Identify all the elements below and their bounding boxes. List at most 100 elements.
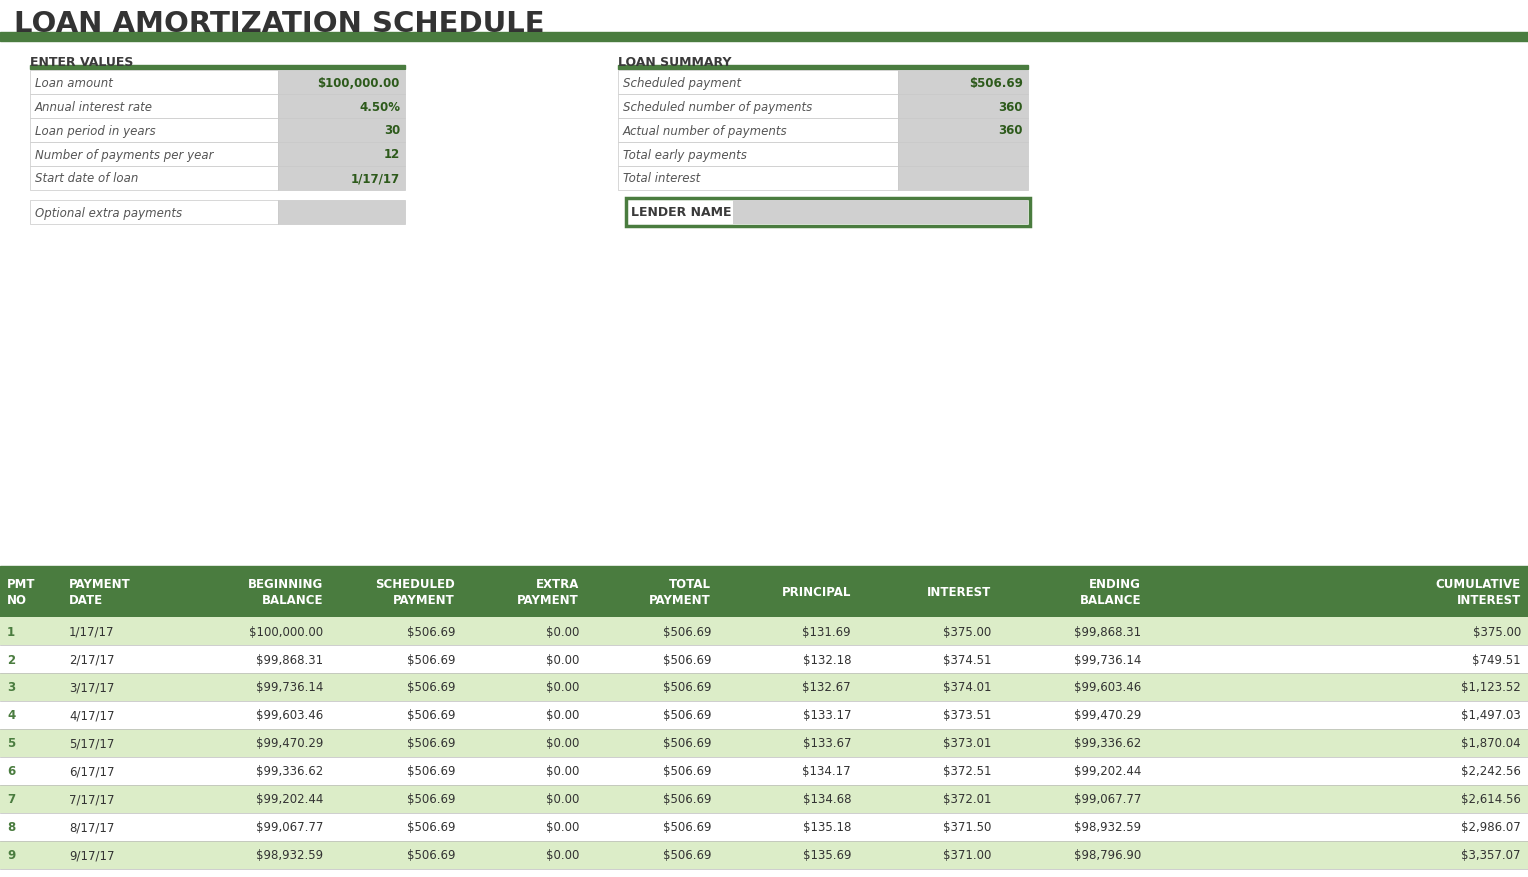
Text: $373.51: $373.51 xyxy=(943,709,992,722)
Text: 8/17/17: 8/17/17 xyxy=(69,821,115,833)
Text: $373.01: $373.01 xyxy=(943,737,992,750)
Text: $372.01: $372.01 xyxy=(943,793,992,806)
Text: 5: 5 xyxy=(8,737,15,750)
Text: $506.69: $506.69 xyxy=(406,765,455,778)
Text: $99,470.29: $99,470.29 xyxy=(255,737,322,750)
Bar xyxy=(31,119,278,143)
Bar xyxy=(898,95,1028,119)
Text: PAYMENT: PAYMENT xyxy=(649,594,711,607)
Text: 1: 1 xyxy=(8,624,15,638)
Text: 2: 2 xyxy=(8,652,15,666)
Text: $1,123.52: $1,123.52 xyxy=(1461,681,1520,694)
Text: PAYMENT: PAYMENT xyxy=(69,578,131,591)
Text: 12: 12 xyxy=(384,148,400,161)
Text: ENTER VALUES: ENTER VALUES xyxy=(31,56,133,69)
Text: 7: 7 xyxy=(8,793,15,806)
Text: 8: 8 xyxy=(8,821,15,833)
Text: $372.51: $372.51 xyxy=(943,765,992,778)
Bar xyxy=(617,143,898,167)
Text: INTEREST: INTEREST xyxy=(1456,594,1520,607)
Bar xyxy=(0,567,1528,617)
Text: 7/17/17: 7/17/17 xyxy=(69,793,115,806)
Text: LOAN SUMMARY: LOAN SUMMARY xyxy=(617,56,732,69)
Text: $506.69: $506.69 xyxy=(406,709,455,722)
Text: $506.69: $506.69 xyxy=(663,737,711,750)
Text: $2,614.56: $2,614.56 xyxy=(1461,793,1520,806)
Text: $506.69: $506.69 xyxy=(406,821,455,833)
Text: $98,932.59: $98,932.59 xyxy=(1074,821,1141,833)
Bar xyxy=(278,95,405,119)
Text: TOTAL: TOTAL xyxy=(669,578,711,591)
Text: BEGINNING: BEGINNING xyxy=(248,578,322,591)
Text: LENDER NAME: LENDER NAME xyxy=(631,206,732,219)
Text: $99,336.62: $99,336.62 xyxy=(255,765,322,778)
Bar xyxy=(898,167,1028,191)
Text: $506.69: $506.69 xyxy=(663,681,711,694)
Bar xyxy=(0,674,1528,702)
Text: Optional extra payments: Optional extra payments xyxy=(35,206,182,219)
Text: $1,497.03: $1,497.03 xyxy=(1461,709,1520,722)
Bar xyxy=(31,95,278,119)
Bar xyxy=(0,813,1528,841)
Text: 9/17/17: 9/17/17 xyxy=(69,849,115,861)
Text: 4.50%: 4.50% xyxy=(359,100,400,113)
Bar xyxy=(898,71,1028,95)
Text: $0.00: $0.00 xyxy=(545,765,579,778)
Text: $0.00: $0.00 xyxy=(545,709,579,722)
Text: $100,000.00: $100,000.00 xyxy=(318,76,400,89)
Text: $99,736.14: $99,736.14 xyxy=(1074,652,1141,666)
Text: $375.00: $375.00 xyxy=(1473,624,1520,638)
Bar xyxy=(617,167,898,191)
Text: 9: 9 xyxy=(8,849,15,861)
Text: Loan period in years: Loan period in years xyxy=(35,125,156,138)
Text: $132.67: $132.67 xyxy=(802,681,851,694)
Bar xyxy=(617,119,898,143)
Text: 6/17/17: 6/17/17 xyxy=(69,765,115,778)
Bar xyxy=(278,71,405,95)
Bar xyxy=(31,201,278,225)
Text: DATE: DATE xyxy=(69,594,102,607)
Text: Loan amount: Loan amount xyxy=(35,76,113,89)
Bar xyxy=(31,66,405,70)
Text: Actual number of payments: Actual number of payments xyxy=(623,125,787,138)
Text: 5/17/17: 5/17/17 xyxy=(69,737,115,750)
Text: $506.69: $506.69 xyxy=(406,652,455,666)
Text: Total early payments: Total early payments xyxy=(623,148,747,161)
Text: Start date of loan: Start date of loan xyxy=(35,172,139,185)
Bar xyxy=(31,71,278,95)
Bar xyxy=(0,869,1528,877)
Text: Number of payments per year: Number of payments per year xyxy=(35,148,214,161)
Text: $134.68: $134.68 xyxy=(802,793,851,806)
Text: Total interest: Total interest xyxy=(623,172,700,185)
Text: $135.18: $135.18 xyxy=(802,821,851,833)
Text: $98,796.90: $98,796.90 xyxy=(1074,849,1141,861)
Text: $0.00: $0.00 xyxy=(545,821,579,833)
Text: $99,868.31: $99,868.31 xyxy=(255,652,322,666)
Bar xyxy=(0,757,1528,785)
Text: Scheduled payment: Scheduled payment xyxy=(623,76,741,89)
Text: $506.69: $506.69 xyxy=(663,821,711,833)
Bar xyxy=(617,95,898,119)
Text: PMT: PMT xyxy=(8,578,35,591)
Bar xyxy=(31,143,278,167)
Text: $1,870.04: $1,870.04 xyxy=(1461,737,1520,750)
Bar xyxy=(0,702,1528,729)
Text: $132.18: $132.18 xyxy=(802,652,851,666)
Text: $371.00: $371.00 xyxy=(943,849,992,861)
Bar xyxy=(0,567,1528,568)
Bar xyxy=(0,33,1528,42)
Text: PRINCIPAL: PRINCIPAL xyxy=(782,586,851,599)
Bar xyxy=(0,785,1528,813)
Bar xyxy=(898,119,1028,143)
Text: 3: 3 xyxy=(8,681,15,694)
Text: $506.69: $506.69 xyxy=(406,737,455,750)
Text: Annual interest rate: Annual interest rate xyxy=(35,100,153,113)
Bar xyxy=(278,143,405,167)
Text: INTEREST: INTEREST xyxy=(927,586,992,599)
Text: 30: 30 xyxy=(384,125,400,138)
Text: $3,357.07: $3,357.07 xyxy=(1461,849,1520,861)
Text: $506.69: $506.69 xyxy=(406,849,455,861)
Text: $135.69: $135.69 xyxy=(802,849,851,861)
Bar xyxy=(278,201,405,225)
Text: $0.00: $0.00 xyxy=(545,737,579,750)
